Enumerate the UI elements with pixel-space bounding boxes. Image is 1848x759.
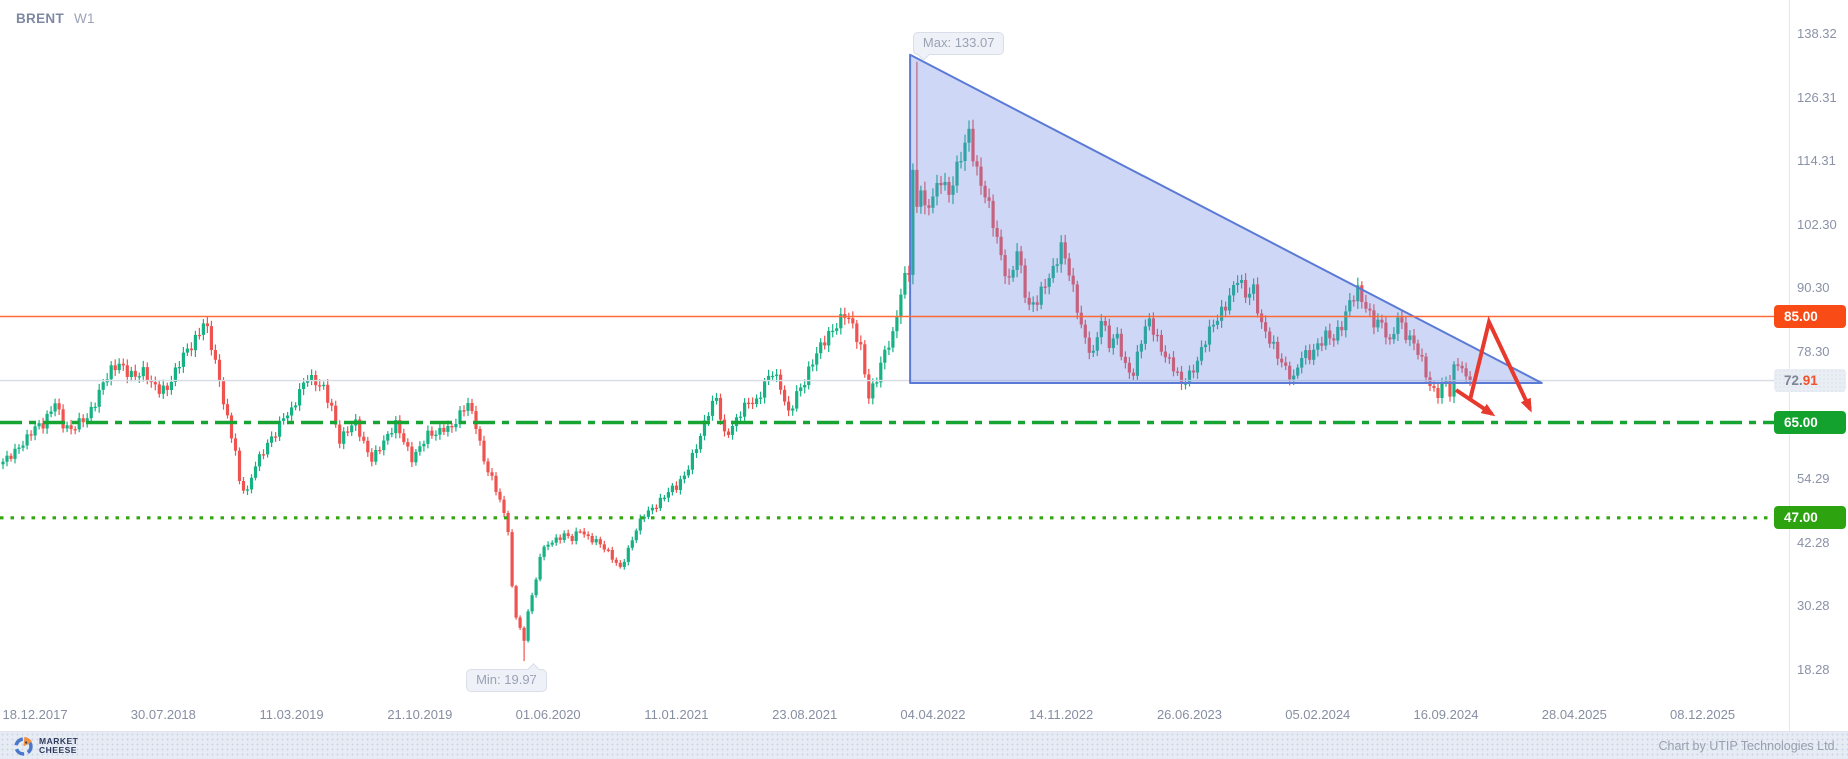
support-47-badge[interactable]: 47.00 <box>1774 506 1846 530</box>
resistance-85-badge[interactable]: 85.00 <box>1774 305 1846 328</box>
logo-word-cheese: CHEESE <box>39 745 77 755</box>
time-axis-label: 23.08.2021 <box>772 707 838 722</box>
price-axis-label: 102.30 <box>1797 216 1837 232</box>
time-axis-label: 05.02.2024 <box>1285 707 1351 722</box>
market-cheese-logo: MARKET CHEESE <box>13 736 78 757</box>
price-axis-label: 114.31 <box>1797 153 1836 169</box>
time-axis-label: 01.06.2020 <box>515 707 581 722</box>
price-axis-label: 126.31 <box>1797 89 1837 105</box>
price-axis-label: 18.28 <box>1797 662 1830 677</box>
time-axis-label: 26.06.2023 <box>1156 707 1223 722</box>
footer-bar: MARKET CHEESE Chart by UTIP Technologies… <box>0 731 1848 759</box>
price-axis-label: 90.30 <box>1797 280 1830 296</box>
descending-triangle-pattern[interactable] <box>909 53 1543 384</box>
market-cheese-logo-icon <box>14 736 33 756</box>
time-axis-label: 14.11.2022 <box>1029 707 1094 722</box>
time-axis-label: 08.12.2025 <box>1670 707 1736 722</box>
symbol-label: BRENT <box>16 11 64 26</box>
time-axis-label: 30.07.2018 <box>130 707 196 722</box>
price-axis-label: 138.32 <box>1797 26 1837 41</box>
projection-arrows[interactable] <box>1454 316 1532 417</box>
time-axis-label: 16.09.2024 <box>1413 707 1479 722</box>
time-axis-label: 21.10.2019 <box>387 707 453 722</box>
instrument-header: BRENT W1 <box>16 11 95 26</box>
time-axis-label: 28.04.2025 <box>1541 707 1607 722</box>
timeframe-label: W1 <box>74 11 95 26</box>
current-price-badge[interactable]: 72.91 <box>1774 369 1846 393</box>
price-axis-label: 42.28 <box>1797 534 1830 550</box>
time-axis-label: 11.01.2021 <box>644 707 709 722</box>
candlestick-series <box>1 61 1472 662</box>
chart-canvas[interactable] <box>0 0 1848 731</box>
market-cheese-logo-text: MARKET CHEESE <box>39 737 78 755</box>
price-axis-label: 30.28 <box>1797 598 1830 614</box>
logo-word-market: MARKET <box>39 736 79 746</box>
chart-attribution: Chart by UTIP Technologies Ltd. <box>1658 739 1839 753</box>
time-axis-label: 11.03.2019 <box>259 707 324 722</box>
time-axis-label: 18.12.2017 <box>2 707 68 722</box>
price-level-lines[interactable] <box>0 315 1789 520</box>
price-axis-label: 54.29 <box>1797 471 1830 487</box>
time-axis-label: 04.04.2022 <box>900 707 966 722</box>
price-axis-label: 78.30 <box>1797 344 1830 359</box>
min-price-tooltip: Min: 19.97 <box>466 669 547 693</box>
support-65-badge[interactable]: 65.00 <box>1774 410 1846 434</box>
max-price-tooltip: Max: 133.07 <box>912 31 1005 55</box>
